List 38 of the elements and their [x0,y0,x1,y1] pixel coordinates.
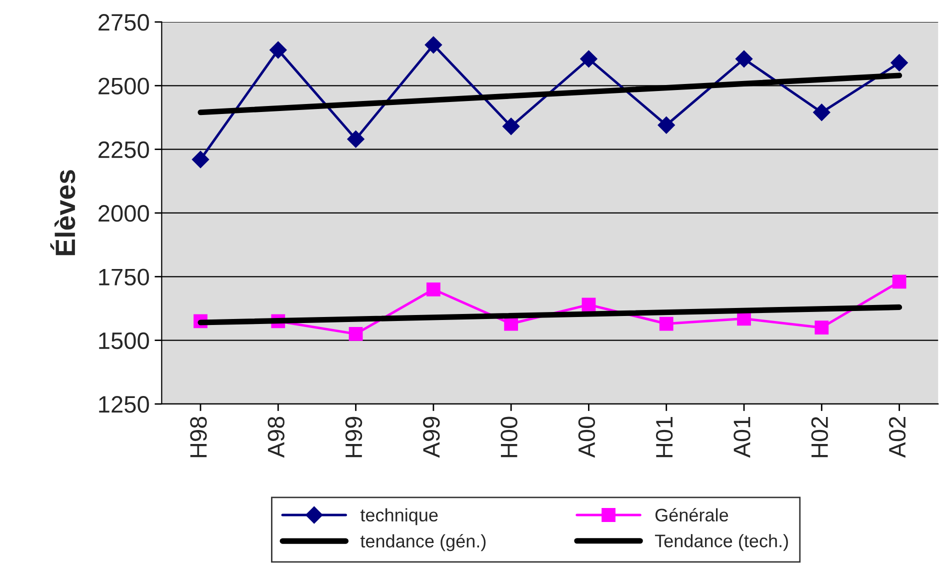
point [814,320,829,335]
x-tick-label: A98 [268,416,284,458]
point [813,104,830,121]
point [658,116,675,134]
point [735,50,753,68]
point [502,118,520,135]
x-tick-label: H98 [190,416,207,458]
y-tick-label: 2750 [98,14,149,31]
y-tick-label: 1750 [99,268,149,286]
legend-label: Tendance (tech.) [654,534,788,551]
point [580,50,598,68]
legend-label: technique [360,508,438,526]
y-tick-label: 2250 [98,141,149,158]
x-tick-label: A99 [423,416,440,458]
point [890,54,908,72]
point [348,327,363,341]
x-tick-label: A02 [888,416,906,458]
point [424,36,442,54]
point [347,130,364,148]
point [270,41,287,59]
x-tick-label: H01 [656,416,673,458]
x-tick-label: A00 [578,416,596,458]
point [582,298,596,312]
y-axis-title: Élèves [50,170,76,256]
legend-label: Générale [655,508,728,522]
y-tick-label: 1500 [99,332,149,350]
x-tick-label: A01 [734,416,750,458]
legend-label: tendance (gén.) [360,534,486,552]
y-tick-label: 1250 [99,396,149,413]
point [192,150,210,168]
point [659,316,674,331]
x-tick-label: H00 [500,416,518,458]
y-tick-label: 2500 [98,78,149,94]
y-tick-label: 2000 [98,205,149,222]
point [892,274,906,289]
point [426,282,440,296]
x-tick-label: H99 [345,416,362,458]
x-tick-label: H02 [811,416,828,458]
